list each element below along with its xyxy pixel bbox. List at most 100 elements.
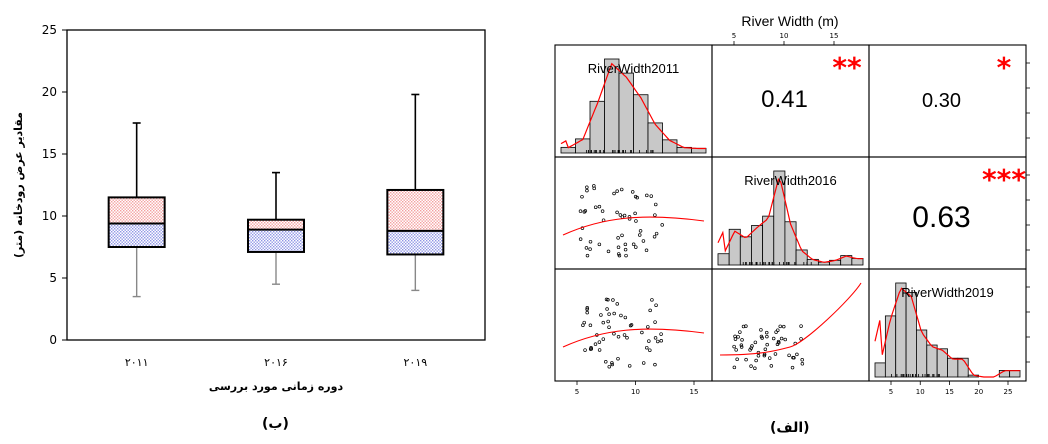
- scatter-point: [778, 324, 782, 329]
- scatter-point: [787, 353, 791, 358]
- scatter-point: [605, 307, 609, 311]
- scatter-point: [585, 306, 590, 310]
- matrix-content: RiverWidth2011 RiverWidth2016 RiverWidth20…: [560, 32, 1030, 396]
- caption-right: (الف): [770, 420, 810, 436]
- scatter-point: [783, 337, 787, 342]
- smooth-line: [562, 216, 705, 236]
- scatter-point: [615, 189, 619, 193]
- box-upper-half: [387, 189, 444, 231]
- density-curve: [560, 62, 706, 150]
- histogram-bar: [905, 291, 917, 378]
- scatter-point: [588, 247, 592, 251]
- scatter-point: [625, 336, 629, 340]
- scatter-point: [641, 239, 646, 243]
- scatter-point: [581, 323, 585, 327]
- scatter-point: [654, 231, 659, 236]
- box-lower-half: [108, 223, 165, 247]
- scatter-point: [744, 357, 748, 362]
- x-tick-label: ۲۰۱۱: [125, 356, 149, 369]
- scatter-point: [584, 246, 589, 250]
- scatter-point: [656, 339, 660, 344]
- scatter-point: [640, 330, 644, 335]
- scatter-point: [585, 188, 589, 193]
- scatter-point: [606, 297, 610, 302]
- variable-label: RiverWidth2011: [588, 61, 680, 76]
- histogram-bar: [851, 258, 864, 266]
- scatter-point: [748, 348, 752, 352]
- x-tick-label: ۲۰۱۹: [404, 356, 428, 369]
- scatter-point: [735, 357, 739, 362]
- box-upper-half: [108, 197, 165, 224]
- scatter-point: [773, 352, 778, 356]
- histogram-bar: [762, 215, 775, 266]
- box-lower-half: [248, 229, 304, 252]
- box-elements: [107, 93, 445, 298]
- scatter-point: [633, 211, 637, 216]
- scatter-point: [622, 213, 627, 218]
- scatter-point: [733, 337, 738, 341]
- matrix-cell: [711, 268, 870, 382]
- scatter-point: [767, 356, 772, 360]
- histogram-bar: [947, 357, 959, 378]
- scatter-point: [606, 319, 610, 324]
- scatter-point: [585, 185, 589, 190]
- scatter-point: [631, 242, 636, 247]
- y-axis-ticks: 0 5 10 15 20 25: [42, 23, 67, 347]
- scatter-point: [800, 362, 805, 366]
- scatter-point: [649, 194, 654, 198]
- x-axis-ticks: ۲۰۱۱ ۲۰۱۶ ۲۰۱۹: [125, 356, 427, 369]
- significance-stars: **: [832, 51, 862, 84]
- scatter-point: [795, 352, 799, 357]
- scatter-point: [732, 344, 736, 349]
- bottom-tick-label: 25: [1004, 388, 1013, 396]
- scatter-point: [779, 336, 784, 341]
- histogram-bar: [662, 139, 678, 154]
- scatter-matrix: River Width (m) RiverWidth2011 RiverWidth…: [554, 13, 1030, 396]
- scatter-point: [612, 311, 616, 316]
- scatter-point: [630, 190, 635, 194]
- variable-label: RiverWidth2016: [744, 173, 837, 188]
- histogram-bar: [1009, 370, 1021, 378]
- histogram-bar: [717, 253, 730, 266]
- scatter-point: [653, 320, 657, 324]
- scatter-point: [799, 337, 803, 341]
- scatter-point: [749, 364, 753, 368]
- scatter-point: [764, 330, 769, 335]
- scatter-point: [593, 342, 598, 346]
- correlation-value: 0.30: [922, 90, 961, 112]
- matrix-top-label: River Width (m): [741, 13, 838, 29]
- scatter-point: [744, 324, 748, 328]
- scatter-point: [759, 334, 764, 339]
- scatter-point: [582, 320, 586, 325]
- scatter-point: [769, 364, 774, 368]
- scatter-point: [588, 323, 593, 328]
- scatter-point: [623, 247, 628, 252]
- scatter-point: [607, 312, 611, 316]
- scatter-point: [617, 253, 622, 258]
- y-tick-label: 10: [42, 209, 57, 223]
- scatter-point: [597, 204, 602, 209]
- scatter-point: [653, 213, 657, 217]
- scatter-point: [610, 361, 614, 365]
- box-outline: [107, 196, 166, 248]
- scatter-point: [612, 191, 616, 196]
- scatter-point: [765, 342, 769, 347]
- scatter-point: [800, 358, 804, 362]
- bottom-tick-label: 20: [974, 388, 983, 396]
- x-tick-label: ۲۰۱۶: [264, 356, 288, 369]
- scatter-point: [610, 362, 615, 367]
- scatter-point: [616, 252, 621, 256]
- scatter-point: [740, 338, 744, 342]
- bottom-tick-label: 5: [889, 388, 893, 396]
- histogram-bar: [795, 249, 808, 266]
- scatter-point: [750, 344, 754, 348]
- scatter-point: [585, 253, 590, 258]
- box-plot: 0 5 10 15 20 25 ۲۰۱۱ ۲۰۱۶ ۲۰۱۹ مقادیر عرض رودخا…: [12, 23, 486, 393]
- scatter-point: [600, 209, 605, 213]
- scatter-point: [648, 308, 652, 313]
- correlation-value: 0.41: [761, 86, 808, 113]
- scatter-point: [645, 345, 649, 350]
- x-axis-label: دوره زمانی مورد بررسی: [209, 380, 344, 393]
- scatter-point: [619, 187, 624, 192]
- scatter-point: [616, 356, 620, 361]
